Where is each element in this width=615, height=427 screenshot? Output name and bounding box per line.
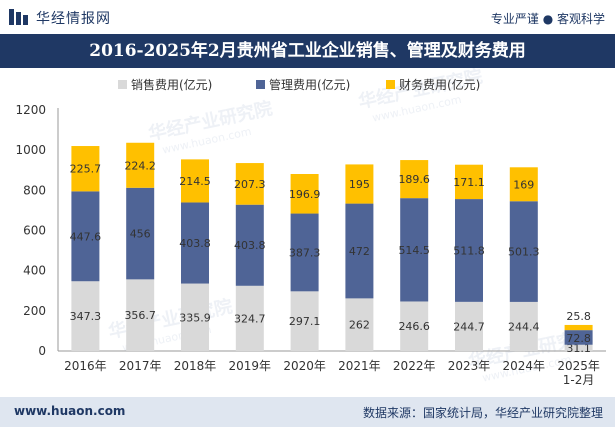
bar-segment [400, 160, 429, 199]
y-tick-label: 1200 [15, 103, 46, 117]
data-label: 262 [349, 319, 370, 332]
data-label: 335.9 [179, 311, 211, 324]
x-tick-label: 1-2月 [563, 373, 595, 387]
title-bar: 2016-2025年2月贵州省工业企业销售、管理及财务费用 [0, 34, 615, 68]
x-tick-label: 2017年 [119, 359, 162, 373]
bar-segment [455, 164, 483, 200]
bar-segment [235, 285, 264, 351]
bar-segment [564, 324, 593, 331]
data-label: 511.8 [453, 244, 485, 257]
x-tick-label: 2024年 [503, 359, 546, 373]
bar-segment [126, 187, 155, 280]
data-label: 25.8 [566, 310, 591, 323]
x-tick-label: 2022年 [393, 359, 436, 373]
bar-segment [509, 201, 538, 302]
data-label: 169 [513, 178, 534, 191]
data-label: 501.3 [508, 246, 540, 259]
x-tick-label: 2016年 [64, 359, 107, 373]
x-tick-label: 2025年 [557, 359, 600, 373]
bar-segment [455, 301, 483, 351]
bar-segment [345, 298, 374, 351]
bar-segment [126, 142, 155, 188]
data-label: 195 [349, 178, 370, 191]
bar-segment [181, 202, 209, 284]
website-link[interactable]: www.huaon.com [14, 404, 126, 418]
bar-segment [455, 199, 483, 302]
x-tick-label: 2023年 [448, 359, 491, 373]
data-label: 225.7 [70, 163, 102, 176]
data-label: 472 [349, 245, 370, 258]
data-label: 403.8 [179, 237, 211, 250]
data-label: 31.1 [566, 342, 591, 355]
data-label: 72.8 [566, 332, 591, 345]
legend-swatch [118, 80, 127, 89]
bar-segment [400, 301, 429, 351]
bar-segment [345, 203, 374, 299]
data-label: 214.5 [179, 175, 211, 188]
brand-name: 华经情报网 [36, 11, 111, 27]
bar-segment [181, 283, 209, 351]
legend-label: 销售费用(亿元) [131, 77, 212, 92]
legend-swatch [386, 80, 395, 89]
bar-segment [400, 198, 429, 302]
stacked-bar-chart: 华经产业研究院www.huaon.com华经产业研究院www.huaon.com… [15, 68, 606, 387]
data-label: 189.6 [398, 173, 430, 186]
data-label: 356.7 [124, 309, 156, 322]
huajing-logo-icon [9, 9, 28, 25]
chart-title: 2016-2025年2月贵州省工业企业销售、管理及财务费用 [89, 41, 526, 61]
data-label: 387.3 [289, 246, 321, 259]
data-label: 196.9 [289, 188, 321, 201]
x-tick-label: 2019年 [229, 359, 272, 373]
data-label: 324.7 [234, 312, 266, 325]
y-tick-label: 0 [38, 344, 46, 358]
bar-segment [564, 344, 593, 351]
data-label: 246.6 [398, 320, 430, 333]
bar-segment [235, 163, 264, 205]
data-source: 数据来源：国家统计局，华经产业研究院整理 [362, 406, 603, 420]
bar-segment [564, 330, 593, 345]
bar-segment [71, 191, 100, 282]
bar-segment [290, 291, 319, 351]
data-label: 171.1 [453, 176, 485, 189]
bar-segment [509, 167, 538, 202]
x-tick-label: 2020年 [283, 359, 326, 373]
data-label: 244.7 [453, 320, 485, 333]
top-bar: 华经情报网 专业严谨 ● 客观科学 [0, 0, 615, 34]
bar-segment [71, 146, 100, 192]
legend-label: 财务费用(亿元) [399, 77, 480, 92]
data-label: 207.3 [234, 178, 266, 191]
y-tick-label: 600 [23, 224, 46, 238]
y-tick-label: 1000 [15, 143, 46, 157]
bar-segment [290, 174, 319, 214]
data-label: 347.3 [70, 310, 102, 323]
data-label: 514.5 [398, 244, 430, 257]
bar-segment [181, 159, 209, 203]
tagline: 专业严谨 ● 客观科学 [490, 12, 605, 26]
bar-segment [345, 164, 374, 204]
bar-segment [235, 204, 264, 286]
data-label: 244.4 [508, 320, 540, 333]
y-tick-label: 800 [23, 183, 46, 197]
legend-swatch [256, 80, 265, 89]
legend-label: 管理费用(亿元) [269, 77, 350, 92]
data-label: 224.2 [124, 159, 156, 172]
x-tick-label: 2021年 [338, 359, 381, 373]
y-tick-label: 200 [23, 304, 46, 318]
bar-segment [509, 301, 538, 351]
data-label: 403.8 [234, 239, 266, 252]
data-label: 297.1 [289, 315, 321, 328]
data-label: 447.6 [70, 230, 102, 243]
bar-segment [126, 279, 155, 351]
x-tick-label: 2018年 [174, 359, 217, 373]
footer: www.huaon.com 数据来源：国家统计局，华经产业研究院整理 [0, 397, 615, 427]
y-tick-label: 400 [23, 264, 46, 278]
bar-segment [290, 213, 319, 292]
data-label: 456 [130, 228, 151, 241]
bar-segment [71, 281, 100, 351]
